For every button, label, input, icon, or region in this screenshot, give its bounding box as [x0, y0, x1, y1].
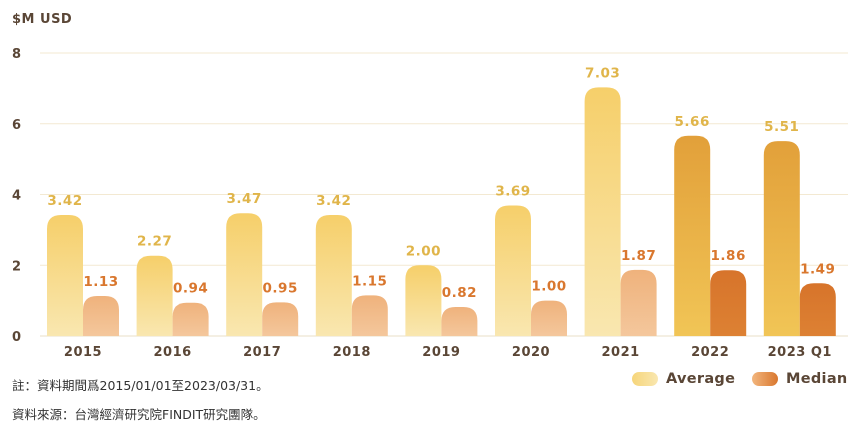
period-note: 註：資料期間爲2015/01/01至2023/03/31。 — [12, 378, 269, 393]
y-axis-ticks: 0 2 4 6 8 — [12, 47, 21, 345]
bar-median-2018 — [351, 295, 388, 336]
bar-average-2023-q1 — [763, 141, 800, 336]
data-label-average: 2.00 — [406, 243, 441, 259]
bar-median-2022 — [710, 270, 747, 336]
data-label-median: 0.95 — [263, 280, 298, 296]
bar-median-2020 — [531, 300, 567, 336]
x-tick-label: 2020 — [512, 345, 550, 360]
legend-median-swatch — [752, 372, 778, 386]
x-tick-label: 2018 — [333, 345, 371, 360]
data-label-median: 1.13 — [83, 274, 118, 290]
y-axis-unit-label: $M USD — [12, 12, 73, 27]
legend-average: Average — [632, 371, 735, 387]
data-label-average: 5.51 — [764, 119, 799, 135]
legend-median: Median — [752, 371, 848, 387]
x-tick-label: 2017 — [243, 345, 281, 360]
bar-average-2022 — [674, 135, 711, 336]
data-label-median: 0.82 — [442, 285, 477, 301]
data-label-median: 1.49 — [800, 261, 835, 277]
data-label-median: 1.87 — [621, 248, 656, 264]
x-tick-label: 2015 — [64, 345, 102, 360]
bar-median-2015 — [83, 296, 119, 336]
x-tick-label: 2022 — [691, 345, 729, 360]
data-label-average: 5.66 — [675, 114, 710, 130]
y-tick-label: 4 — [12, 189, 21, 204]
x-tick-label: 2019 — [422, 345, 460, 360]
legend-average-swatch — [632, 372, 658, 386]
bar-average-2021 — [584, 87, 621, 336]
data-label-average: 2.27 — [137, 234, 172, 250]
data-label-median: 1.00 — [531, 279, 566, 295]
bar-average-2020 — [495, 205, 531, 336]
data-label-median: 0.94 — [173, 281, 208, 297]
x-axis-ticks: 2015 2016 2017 2018 2019 2020 2021 2022 2023 Q1 — [64, 345, 832, 360]
data-label-average: 3.69 — [495, 183, 530, 199]
bar-median-2019 — [441, 306, 478, 336]
y-tick-label: 8 — [12, 47, 21, 62]
x-tick-label: 2023 Q1 — [768, 345, 832, 360]
bar-chart: 0 2 4 6 8 3.42 1.13 2.27 0.94 3.47 0.95 3.42 1.15 2.… — [12, 47, 848, 360]
bars — [47, 87, 836, 336]
data-label-average: 7.03 — [585, 65, 620, 81]
bar-average-2018 — [315, 215, 352, 336]
bar-average-2015 — [47, 215, 83, 336]
data-label-average: 3.47 — [227, 191, 262, 207]
bar-median-2023-q1 — [799, 283, 836, 336]
bar-average-2016 — [136, 255, 173, 336]
y-tick-label: 0 — [12, 330, 21, 345]
x-tick-label: 2016 — [154, 345, 192, 360]
y-tick-label: 2 — [12, 259, 21, 274]
bar-median-2016 — [172, 302, 209, 336]
x-tick-label: 2021 — [602, 345, 640, 360]
data-label-average: 3.42 — [316, 193, 351, 209]
bar-average-2019 — [405, 265, 442, 336]
legend-median-label: Median — [786, 371, 848, 387]
data-label-median: 1.86 — [711, 248, 746, 264]
bar-average-2017 — [226, 213, 263, 336]
bar-median-2021 — [620, 269, 657, 336]
data-labels: 3.42 1.13 2.27 0.94 3.47 0.95 3.42 1.15 2.00 0.82… — [47, 65, 835, 301]
legend-average-label: Average — [666, 371, 736, 387]
data-label-average: 3.42 — [47, 193, 82, 209]
source-note: 資料來源：台灣經濟研究院FINDIT研究團隊。 — [12, 407, 266, 422]
data-label-median: 1.15 — [352, 273, 387, 289]
bar-median-2017 — [262, 302, 299, 336]
y-tick-label: 6 — [12, 118, 21, 133]
